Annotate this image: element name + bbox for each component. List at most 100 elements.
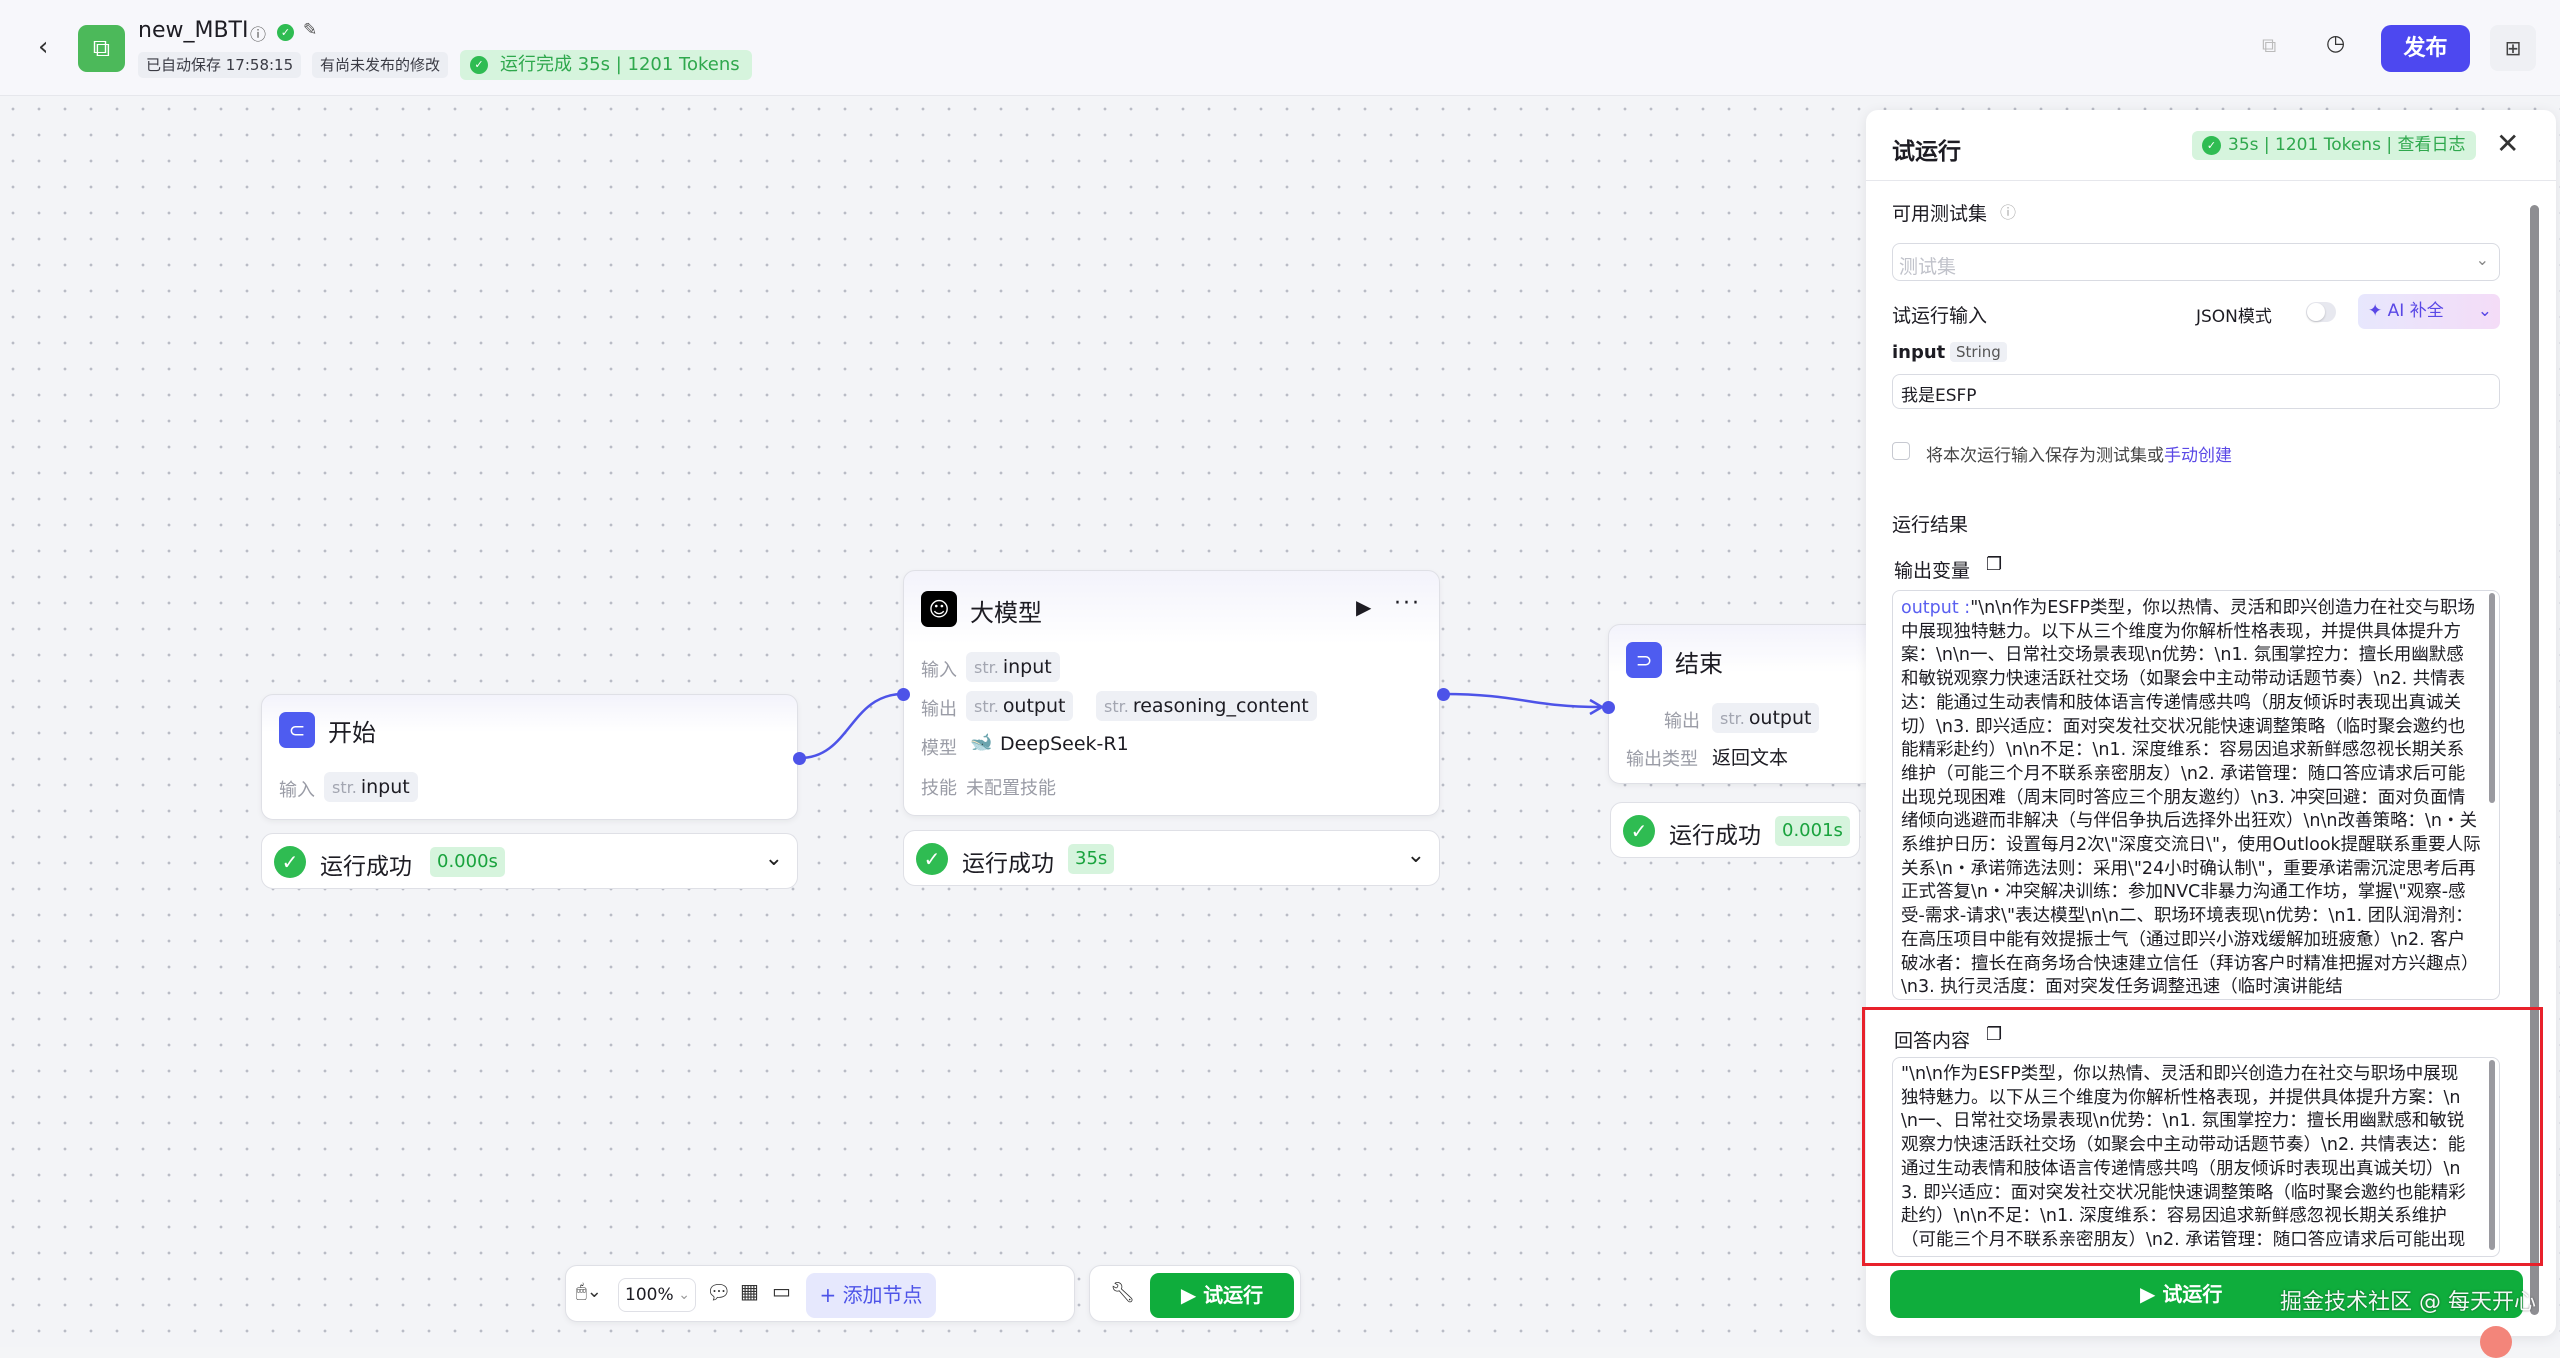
- edit-icon[interactable]: ✎: [303, 20, 318, 40]
- output-type-value: 返回文本: [1712, 747, 1789, 769]
- workflow-title: new_MBTI: [138, 18, 249, 43]
- testset-label: 可用测试集: [1892, 203, 1988, 225]
- highlight-box: [1862, 1007, 2543, 1266]
- time-badge: 35s: [1068, 844, 1115, 874]
- output-key: output :: [1901, 598, 1971, 618]
- success-icon: ✓: [1623, 815, 1655, 847]
- chevron-down-icon[interactable]: ⌄: [764, 846, 783, 871]
- panel-scrollbar[interactable]: [2530, 205, 2539, 1315]
- answer-scrollbar[interactable]: [2489, 1060, 2495, 1250]
- layout-icon[interactable]: ▦: [740, 1279, 759, 1303]
- history-icon[interactable]: ◷: [2326, 31, 2346, 56]
- start-status-bar[interactable]: ✓ 运行成功 0.000s ⌄: [261, 833, 798, 889]
- more-icon[interactable]: ···: [1394, 591, 1421, 616]
- copy-icon[interactable]: ❐: [1986, 554, 2003, 575]
- input-field[interactable]: 我是ESFP: [1892, 374, 2500, 409]
- mouse-mode-icon[interactable]: 🖱︎⌄: [576, 1281, 602, 1302]
- view-log-link[interactable]: 查看日志: [2397, 135, 2466, 155]
- panel-title: 试运行: [1892, 139, 1961, 165]
- run-node-icon[interactable]: ▶: [1356, 595, 1372, 619]
- success-icon: ✓: [274, 846, 306, 878]
- start-icon: ⊂: [279, 712, 315, 748]
- testset-select[interactable]: 测试集 ⌄: [1892, 243, 2500, 281]
- comment-icon[interactable]: 💬︎: [706, 1280, 732, 1304]
- input-var-tag: str. input: [324, 772, 418, 802]
- run-button[interactable]: ▶ 试运行: [1890, 1270, 2523, 1318]
- mascot-icon: [2480, 1326, 2512, 1358]
- success-icon: ✓: [2202, 136, 2221, 155]
- add-window-icon[interactable]: ⊞: [2490, 25, 2536, 71]
- end-icon: ⊃: [1626, 642, 1662, 678]
- test-run-button[interactable]: ▶ 试运行: [1150, 1273, 1294, 1318]
- run-status-badge[interactable]: ✓ 运行完成 35s | 1201 Tokens: [460, 50, 752, 80]
- input-var-tag: str. input: [966, 652, 1060, 682]
- llm-node[interactable]: ☺ 大模型 ▶ ··· 输入 str. input 输出 str. output s…: [903, 570, 1440, 816]
- output-var-title: 输出变量: [1894, 560, 1971, 582]
- json-mode-toggle[interactable]: [2306, 302, 2336, 322]
- copy-icon[interactable]: ❐: [1986, 1024, 2003, 1045]
- node-title: 开始: [328, 719, 376, 747]
- input-type-tag: String: [1950, 342, 2007, 362]
- add-node-button[interactable]: + 添加节点: [806, 1273, 936, 1318]
- publish-button[interactable]: 发布: [2381, 25, 2470, 72]
- end-node[interactable]: ⊃ 结束 输出 str. output 输出类型 返回文本: [1608, 624, 1908, 784]
- wrench-icon[interactable]: 🔧︎: [1110, 1280, 1136, 1304]
- run-summary-badge[interactable]: ✓ 35s | 1201 Tokens | 查看日志: [2192, 131, 2476, 160]
- run-toolbar: 🔧︎ ▶ 试运行: [1089, 1265, 1301, 1322]
- model-label: 模型: [921, 738, 957, 759]
- output-var-tag: str. output: [966, 691, 1074, 721]
- edge-start-llm: [799, 692, 904, 760]
- node-title: 结束: [1675, 650, 1723, 678]
- output-var-tag: str. output: [1712, 703, 1820, 733]
- save-testset-checkbox[interactable]: [1892, 442, 1910, 460]
- info-icon[interactable]: ⓘ: [2000, 203, 2017, 222]
- manual-create-link[interactable]: 手动创建: [2164, 446, 2232, 466]
- run-input-label: 试运行输入: [1892, 305, 1988, 327]
- start-output-port[interactable]: [793, 752, 806, 765]
- output-variable-box[interactable]: output :"\n\n作为ESFP类型，你以热情、灵活和即兴创造力在社交与职…: [1892, 590, 2500, 1000]
- time-badge: 0.000s: [430, 847, 505, 877]
- node-title: 大模型: [970, 599, 1042, 627]
- answer-title: 回答内容: [1894, 1030, 1971, 1052]
- canvas-toolbar: 🖱︎⌄ 100% ⌄ 💬︎ ▦ ▭ + 添加节点: [565, 1265, 1075, 1322]
- watermark: 掘金技术社区 @ 每天开心: [2280, 1290, 2536, 1315]
- chevron-down-icon: ⌄: [2477, 301, 2492, 321]
- end-status-bar[interactable]: ✓ 运行成功 0.001s: [1610, 802, 1860, 858]
- copy-icon[interactable]: ⧉: [2262, 33, 2277, 57]
- start-node[interactable]: ⊂ 开始 输入 str. input: [261, 694, 798, 820]
- skill-label: 技能: [921, 778, 957, 799]
- info-icon[interactable]: ⓘ: [250, 25, 267, 44]
- output-scrollbar[interactable]: [2489, 593, 2495, 803]
- ai-fill-button[interactable]: ✦ AI 补全 ⌄: [2358, 294, 2500, 329]
- json-mode-label: JSON模式: [2196, 307, 2272, 327]
- edge-llm-end: [1442, 692, 1601, 709]
- result-title: 运行结果: [1892, 514, 1969, 536]
- back-icon[interactable]: ‹: [38, 32, 49, 62]
- output-type-label: 输出类型: [1626, 749, 1698, 770]
- llm-status-bar[interactable]: ✓ 运行成功 35s ⌄: [903, 830, 1440, 886]
- autosave-chip: 已自动保存 17:58:15: [138, 52, 302, 78]
- success-icon: ✓: [470, 56, 488, 74]
- zoom-select[interactable]: 100% ⌄: [618, 1278, 696, 1312]
- output-label: 输出: [921, 699, 957, 720]
- llm-output-port[interactable]: [1437, 688, 1450, 701]
- answer-content-box[interactable]: "\n\n作为ESFP类型，你以热情、灵活和即兴创造力在社交与职场中展现独特魅力…: [1892, 1057, 2500, 1257]
- end-input-port[interactable]: [1602, 701, 1615, 714]
- input-label: 输入: [921, 660, 957, 681]
- llm-icon: ☺: [921, 591, 957, 627]
- chevron-down-icon: ⌄: [678, 1287, 690, 1303]
- top-bar: ‹ ⧉ new_MBTI ⓘ ✓ ✎ 已自动保存 17:58:15 有尚未发布的…: [0, 0, 2560, 96]
- output-value: "\n\n作为ESFP类型，你以热情、灵活和即兴创造力在社交与职场中展现独特魅力…: [1901, 598, 2481, 997]
- llm-input-port[interactable]: [897, 688, 910, 701]
- answer-value: "\n\n作为ESFP类型，你以热情、灵活和即兴创造力在社交与职场中展现独特魅力…: [1901, 1064, 2466, 1250]
- deepseek-icon: 🐋: [970, 732, 993, 753]
- save-testset-text: 将本次运行输入保存为测试集或手动创建: [1926, 446, 2232, 466]
- skill-value: 未配置技能: [966, 778, 1056, 799]
- close-icon[interactable]: ✕: [2496, 127, 2520, 160]
- reasoning-var-tag: str. reasoning_content: [1096, 691, 1317, 721]
- verified-icon: ✓: [277, 24, 294, 41]
- chevron-down-icon[interactable]: ⌄: [1406, 843, 1425, 868]
- minimap-icon[interactable]: ▭: [772, 1279, 791, 1303]
- model-name: DeepSeek-R1: [1000, 733, 1129, 755]
- divider: [1866, 180, 2556, 181]
